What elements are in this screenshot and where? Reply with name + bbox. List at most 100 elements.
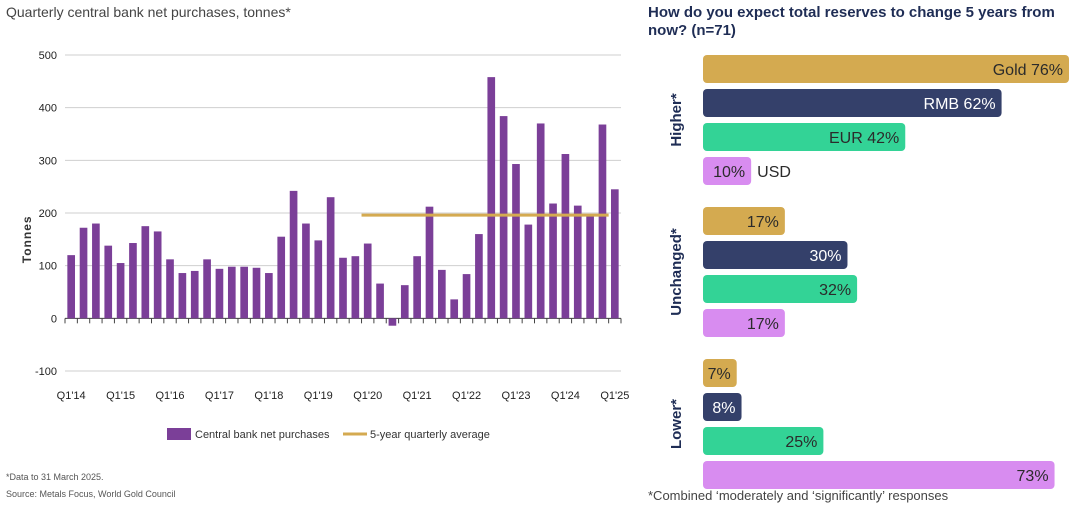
bar-value-label: 7% bbox=[708, 366, 731, 383]
bar-value-label: RMB 62% bbox=[924, 96, 996, 113]
bar-lower-rmb bbox=[703, 393, 742, 421]
bar-unchanged-usd bbox=[703, 309, 785, 337]
y-tick-label: 500 bbox=[39, 50, 57, 62]
bar-value-label: 17% bbox=[747, 316, 779, 333]
x-tick-label: Q1'20 bbox=[353, 390, 382, 402]
bar-Q416 bbox=[203, 259, 211, 319]
bar-Q419 bbox=[351, 256, 360, 319]
bar-Q315 bbox=[141, 226, 150, 319]
bar-Q214 bbox=[79, 227, 88, 319]
y-tick-label: 300 bbox=[39, 155, 57, 167]
bar-unchanged-gold bbox=[703, 207, 785, 235]
bar-unchanged-eur bbox=[703, 275, 858, 303]
bar-Q421 bbox=[450, 299, 459, 319]
bar-value-label: 8% bbox=[712, 400, 735, 417]
x-tick-label: Q1'22 bbox=[452, 390, 481, 402]
bar-value-label: 30% bbox=[809, 248, 841, 265]
x-tick-label: Q1'25 bbox=[600, 390, 629, 402]
bar-Q216 bbox=[178, 273, 187, 319]
bar-value-label: 10% bbox=[713, 164, 745, 181]
bar-value-label: EUR 42% bbox=[829, 130, 899, 147]
bar-Q122 bbox=[462, 274, 471, 319]
bar-unchanged-rmb bbox=[703, 241, 848, 269]
bar-Q220 bbox=[376, 283, 384, 319]
legend-average-label: 5-year quarterly average bbox=[370, 429, 490, 441]
y-tick-label: 100 bbox=[39, 261, 57, 273]
left-footnote: *Data to 31 March 2025. bbox=[6, 472, 104, 482]
bar-Q219 bbox=[326, 197, 335, 319]
reserves-expectation-chart: Gold 76% RMB 62% EUR 42% 10% USD Higher* 17% 30… bbox=[668, 55, 1069, 489]
bar-Q323 bbox=[536, 123, 545, 319]
bar-Q224 bbox=[573, 205, 582, 319]
right-chart-title: How do you expect total reserves to chan… bbox=[648, 4, 1055, 39]
bar-value-label: Gold 76% bbox=[993, 62, 1063, 79]
bar-Q123 bbox=[512, 164, 520, 319]
bar-Q422 bbox=[499, 116, 508, 319]
bar-Q317 bbox=[240, 266, 248, 319]
bar-Q320 bbox=[388, 318, 397, 326]
legend-purchases-label: Central bank net purchases bbox=[195, 429, 330, 441]
bar-Q119 bbox=[314, 240, 323, 319]
bar-higher-gold bbox=[703, 55, 1069, 83]
bar-Q114 bbox=[67, 255, 76, 319]
left-chart-title: Quarterly central bank net purchases, to… bbox=[6, 4, 291, 20]
bar-Q319 bbox=[339, 257, 347, 319]
bar-Q221 bbox=[425, 206, 434, 319]
bar-lower-gold bbox=[703, 359, 737, 387]
bar-Q115 bbox=[116, 263, 125, 319]
bar-Q120 bbox=[363, 243, 372, 319]
right-footnote: *Combined ‘moderately and ‘significantly… bbox=[648, 488, 949, 503]
bar-higher-eur bbox=[703, 123, 906, 151]
y-tick-label: 200 bbox=[39, 208, 57, 220]
left-source: Source: Metals Focus, World Gold Council bbox=[6, 489, 176, 499]
bar-Q318 bbox=[289, 190, 298, 319]
bar-Q321 bbox=[438, 269, 446, 319]
x-tick-label: Q1'15 bbox=[106, 390, 135, 402]
bar-lower-usd bbox=[703, 461, 1055, 489]
x-tick-label: Q1'14 bbox=[57, 390, 86, 402]
bar-Q218 bbox=[277, 236, 286, 319]
y-tick-label: -100 bbox=[35, 366, 57, 378]
bar-Q414 bbox=[104, 245, 113, 319]
bar-higher-usd bbox=[703, 157, 752, 185]
x-tick-label: Q1'19 bbox=[304, 390, 333, 402]
bar-Q420 bbox=[400, 285, 409, 319]
bar-Q215 bbox=[129, 243, 137, 319]
bar-higher-rmb bbox=[703, 89, 1002, 117]
bar-value-label: 73% bbox=[1017, 468, 1049, 485]
bar-Q418 bbox=[302, 223, 310, 319]
y-axis-label: Tonnes bbox=[20, 215, 34, 263]
bar-Q217 bbox=[227, 266, 236, 319]
bar-lower-eur bbox=[703, 427, 824, 455]
bar-Q424 bbox=[598, 124, 607, 319]
bar-Q417 bbox=[252, 267, 261, 319]
bar-Q118 bbox=[265, 273, 273, 319]
bar-outside-label: USD bbox=[757, 164, 791, 181]
bar-Q116 bbox=[166, 259, 174, 319]
bar-Q415 bbox=[153, 231, 162, 319]
y-tick-label: 400 bbox=[39, 103, 57, 115]
bar-Q322 bbox=[487, 77, 496, 319]
group-label: Higher* bbox=[668, 93, 685, 147]
y-tick-label: 0 bbox=[51, 313, 57, 325]
bar-Q316 bbox=[190, 270, 199, 319]
purchases-bar-chart: -100 0 100 200 300 400 500 Tonnes Q1'14 Q1'15 Q1'1… bbox=[20, 50, 629, 441]
group-label: Unchanged* bbox=[668, 228, 685, 316]
bar-value-label: 32% bbox=[819, 282, 851, 299]
legend-purchases-swatch bbox=[167, 428, 191, 440]
bar-Q324 bbox=[586, 214, 594, 319]
group-label: Lower* bbox=[668, 399, 685, 449]
bar-Q314 bbox=[92, 223, 100, 319]
bar-Q121 bbox=[413, 256, 421, 319]
bar-Q223 bbox=[524, 224, 533, 319]
x-tick-label: Q1'24 bbox=[551, 390, 580, 402]
bar-Q222 bbox=[475, 234, 483, 319]
bar-Q117 bbox=[215, 268, 224, 319]
bar-value-label: 17% bbox=[747, 214, 779, 231]
bar-Q423 bbox=[549, 203, 557, 319]
x-tick-label: Q1'18 bbox=[254, 390, 283, 402]
x-tick-label: Q1'23 bbox=[501, 390, 530, 402]
x-tick-label: Q1'16 bbox=[156, 390, 185, 402]
x-tick-label: Q1'21 bbox=[403, 390, 432, 402]
bar-Q124 bbox=[561, 154, 570, 319]
